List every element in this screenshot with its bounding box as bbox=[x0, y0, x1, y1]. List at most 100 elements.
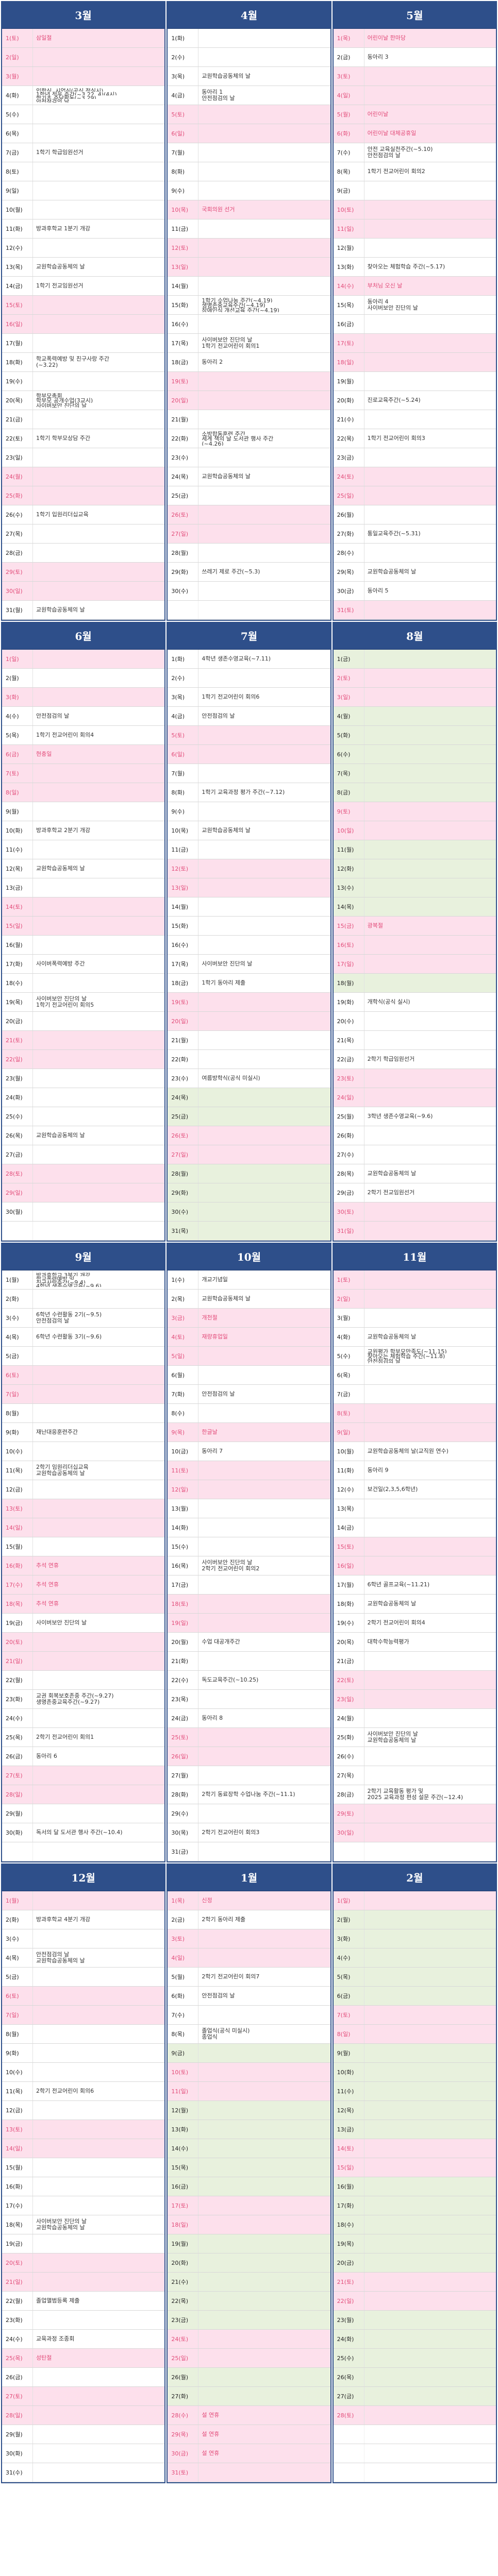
event-cell bbox=[364, 802, 496, 821]
day-label: 12(수) bbox=[334, 1480, 364, 1499]
day-label: 8(일) bbox=[334, 2025, 364, 2043]
event-cell bbox=[198, 105, 330, 124]
day-row: 29(목) 교원학습공동체의 날 bbox=[333, 563, 496, 582]
event-cell bbox=[33, 764, 164, 783]
day-label: 22(화) bbox=[168, 1050, 199, 1069]
day-row: 18(화) 학교폭력예방 및 친구사랑 주간 (~3.22) bbox=[2, 353, 165, 372]
day-row: 31(일) bbox=[333, 1222, 496, 1241]
day-row: 16(월) bbox=[2, 936, 165, 955]
day-row: 3(금) 개천절 bbox=[168, 1309, 330, 1328]
day-row: 5(목) 1학기 전교어린이 회의4 bbox=[2, 726, 165, 745]
event-cell: 1학기 전교임원선거 bbox=[33, 277, 164, 295]
day-row: 24(수) 교육과정 조종회 bbox=[2, 2330, 165, 2349]
day-row: 8(목) 1학기 전교어린이 회의2 bbox=[333, 162, 496, 181]
day-label: 20(목) bbox=[2, 391, 33, 410]
day-label: 13(일) bbox=[168, 878, 199, 897]
day-row: 12(수) 보건일(2,3,5,6학년) bbox=[333, 1480, 496, 1499]
day-label: 5(금) bbox=[2, 1968, 33, 1986]
event-text: 2학기 전교어린이 회의7 bbox=[202, 1974, 260, 1980]
day-label: 18(일) bbox=[168, 2215, 199, 2234]
event-cell bbox=[33, 974, 164, 992]
event-cell bbox=[198, 143, 330, 162]
day-label: 13(일) bbox=[168, 258, 199, 276]
day-row: 17(목) 사이버보안 진단의 날 bbox=[168, 955, 330, 974]
event-cell: 대학수학능력평가 bbox=[364, 1633, 496, 1651]
day-label: 20(수) bbox=[334, 1012, 364, 1030]
event-cell: 보건일(2,3,5,6학년) bbox=[364, 1480, 496, 1499]
event-text: 2025 교육과정 편성 설문 주간(~12.4) bbox=[367, 1794, 463, 1801]
event-cell bbox=[364, 2253, 496, 2272]
day-label: 20(일) bbox=[168, 1012, 199, 1030]
event-text: 어린이날 대체공휴일 bbox=[367, 130, 417, 137]
event-cell bbox=[33, 1518, 164, 1537]
event-cell: 동아리 8 bbox=[198, 1709, 330, 1727]
month-table: 3월 1(토) 삼일절 2(일) 3(월) 4(화) 입학식, 시업식(공식 적실시) 1학년… bbox=[1, 1, 166, 621]
day-label: 28(금) bbox=[334, 1785, 364, 1804]
day-label: 29(토) bbox=[334, 1804, 364, 1823]
day-label: 17(수) bbox=[2, 2196, 33, 2215]
day-row: 21(금) bbox=[2, 410, 165, 429]
day-label: 28(수) bbox=[334, 544, 364, 562]
day-row: 27(금) bbox=[333, 2387, 496, 2406]
event-text: 찾아오는 체험학습 주간(~5.17) bbox=[367, 264, 445, 270]
event-cell bbox=[198, 859, 330, 878]
day-label: 21(화) bbox=[168, 1652, 199, 1670]
day-row: 24(목) bbox=[168, 1088, 330, 1107]
day-label: 27(화) bbox=[168, 2387, 199, 2405]
day-label: 24(일) bbox=[334, 1088, 364, 1107]
day-row: 1(수) 개교기념일 bbox=[168, 1270, 330, 1290]
day-label: 8(화) bbox=[168, 162, 199, 181]
event-cell bbox=[198, 1461, 330, 1480]
event-text: 독서의 달 도서관 행사 주간(~10.4) bbox=[36, 1829, 123, 1836]
event-cell bbox=[33, 1652, 164, 1670]
day-label: 28(일) bbox=[2, 2406, 33, 2425]
day-label: 22(토) bbox=[334, 1671, 364, 1689]
event-cell: 어린이날 대체공휴일 bbox=[364, 124, 496, 143]
day-label: 25(금) bbox=[168, 486, 199, 505]
day-row: 21(토) bbox=[2, 1031, 165, 1050]
event-cell bbox=[198, 486, 330, 505]
day-label: 24(수) bbox=[2, 2330, 33, 2348]
day-row: 14(금) 1학기 전교임원선거 bbox=[2, 277, 165, 296]
event-cell: 졸업식(공식 미실시) 종업식 bbox=[198, 2025, 330, 2043]
event-cell: 2학기 교육활동 평가 및 2025 교육과정 편성 설문 주간(~12.4) bbox=[364, 1785, 496, 1804]
day-row: 6(일) bbox=[168, 124, 330, 143]
event-cell bbox=[33, 181, 164, 200]
event-cell bbox=[364, 1404, 496, 1422]
day-row: 13(일) bbox=[168, 878, 330, 897]
day-label: 9(화) bbox=[2, 2044, 33, 2062]
day-label: 18(월) bbox=[334, 974, 364, 992]
day-label: 4(토) bbox=[168, 1328, 199, 1346]
event-cell bbox=[33, 2387, 164, 2405]
day-row: 13(목) bbox=[333, 1499, 496, 1518]
event-cell bbox=[33, 783, 164, 802]
day-row: 9(목) 한글날 bbox=[168, 1423, 330, 1442]
event-text: 졸업앨범등록 제출 bbox=[36, 2298, 80, 2304]
day-label: 24(화) bbox=[334, 2330, 364, 2348]
day-row: 23(일) bbox=[2, 448, 165, 467]
event-cell bbox=[364, 2330, 496, 2348]
event-text: 교원학습공동체의 날 bbox=[367, 569, 417, 575]
day-label: 10(수) bbox=[2, 1442, 33, 1461]
day-label: 10(월) bbox=[334, 1442, 364, 1461]
event-text: 사이버보안 진단의 날 bbox=[202, 961, 253, 967]
day-label: 19(화) bbox=[334, 993, 364, 1011]
day-row: 12(월) bbox=[168, 2101, 330, 2120]
day-row: 16(일) bbox=[2, 315, 165, 334]
event-cell bbox=[198, 162, 330, 181]
day-row: 6(금) bbox=[333, 1987, 496, 2006]
event-cell bbox=[33, 2158, 164, 2177]
day-label: 14(수) bbox=[334, 277, 364, 295]
day-row: 3(월) bbox=[2, 67, 165, 86]
event-text: 안전점검의 날 bbox=[36, 99, 70, 103]
day-row: 7(목) bbox=[333, 764, 496, 783]
day-row: 21(일) bbox=[2, 2273, 165, 2292]
event-cell: 동아리 2 bbox=[198, 353, 330, 371]
day-label: 9(목) bbox=[168, 1423, 199, 1442]
day-row: 20(화) bbox=[168, 2253, 330, 2273]
event-text: 2학기 전교어린이 회의4 bbox=[367, 1620, 425, 1626]
day-label: 22(목) bbox=[334, 429, 364, 448]
event-cell bbox=[33, 410, 164, 429]
day-row: 16(토) bbox=[333, 936, 496, 955]
day-row: 7(토) bbox=[2, 764, 165, 783]
